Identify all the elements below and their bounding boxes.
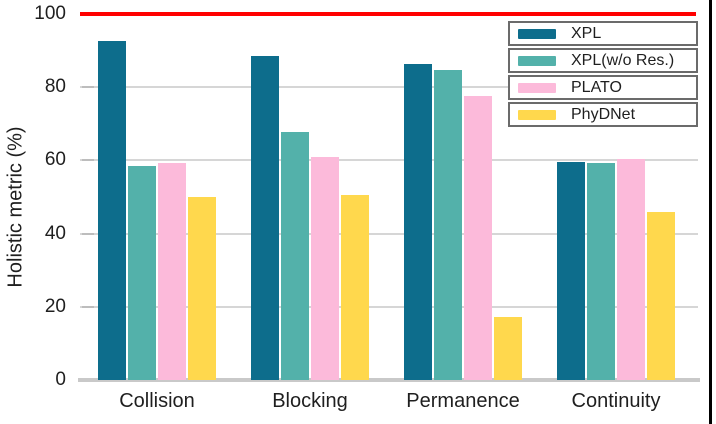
legend-entry-plato: PLATO: [508, 75, 698, 100]
bar-group-permanence: [404, 64, 522, 380]
bar-group-continuity: [557, 159, 675, 380]
bar-plato-blocking: [311, 157, 339, 380]
y-tick-40: [82, 232, 94, 235]
legend-entry-xpl-w-o-res: XPL(w/o Res.): [508, 48, 698, 73]
bar-xpl-permanence: [404, 64, 432, 380]
y-tick-label-80: 80: [44, 76, 66, 98]
x-tick-label-permanence: Permanence: [406, 390, 520, 412]
window-edge: [709, 0, 712, 424]
y-tick-80: [82, 86, 94, 89]
legend-label-plato: PLATO: [571, 78, 622, 96]
y-tick-label-40: 40: [44, 222, 66, 244]
y-tick-label-20: 20: [44, 295, 66, 317]
bar-xpl-collision: [98, 41, 126, 380]
bar-phydnet-permanence: [494, 317, 522, 380]
bar-xpl-w-o-res-collision: [128, 166, 156, 380]
reference-line-100: [80, 12, 696, 16]
bar-group-blocking: [251, 56, 369, 380]
y-tick-label-0: 0: [55, 369, 66, 390]
gridline-60: [80, 159, 698, 162]
legend-swatch-phydnet: [518, 109, 556, 120]
y-tick-label-60: 60: [44, 149, 66, 171]
legend: XPL XPL(w/o Res.) PLATO PhyDNet: [508, 21, 698, 129]
legend-label-xpl-w-o-res: XPL(w/o Res.): [571, 51, 675, 69]
y-tick-label-100: 100: [34, 3, 66, 24]
y-tick-20: [82, 305, 94, 308]
legend-swatch-xpl-w-o-res: [518, 55, 556, 66]
bar-xpl-blocking: [251, 56, 279, 380]
x-tick-label-collision: Collision: [119, 390, 195, 412]
x-axis-line: [78, 378, 700, 382]
bar-plato-permanence: [464, 96, 492, 380]
bar-phydnet-continuity: [647, 212, 675, 380]
legend-entry-xpl: XPL: [508, 21, 698, 46]
bar-plato-continuity: [617, 159, 645, 380]
gridline-80: [80, 86, 698, 89]
x-tick-label-continuity: Continuity: [571, 390, 661, 412]
legend-entry-phydnet: PhyDNet: [508, 102, 698, 127]
gridline-40: [80, 232, 698, 235]
bar-plato-collision: [158, 163, 186, 380]
bar-xpl-w-o-res-permanence: [434, 70, 462, 380]
bar-group-collision: [98, 41, 216, 380]
legend-label-xpl: XPL: [571, 24, 602, 42]
bar-xpl-continuity: [557, 162, 585, 380]
legend-label-phydnet: PhyDNet: [571, 105, 636, 123]
bar-phydnet-blocking: [341, 195, 369, 380]
gridline-20: [80, 305, 698, 308]
x-tick-label-blocking: Blocking: [272, 390, 348, 412]
legend-swatch-xpl: [518, 28, 556, 39]
bar-xpl-w-o-res-blocking: [281, 132, 309, 380]
legend-swatch-plato: [518, 82, 556, 93]
bar-phydnet-collision: [188, 197, 216, 380]
plot-area: [78, 12, 700, 382]
y-tick-60: [82, 159, 94, 162]
bar-xpl-w-o-res-continuity: [587, 163, 615, 380]
